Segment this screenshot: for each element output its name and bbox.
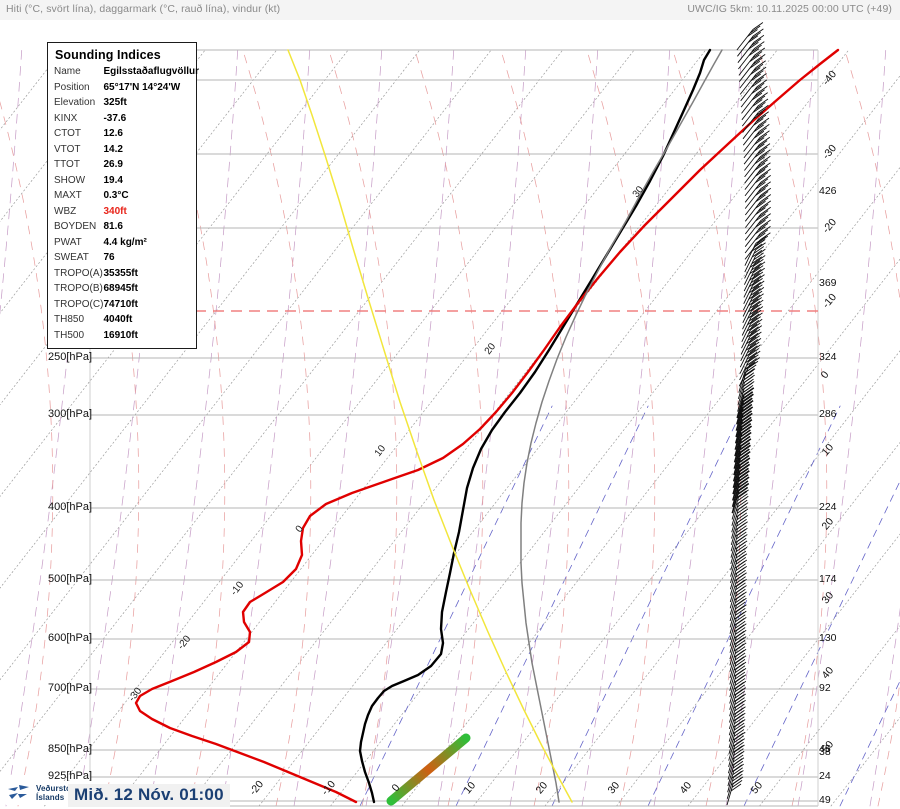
indices-value: 68945ft xyxy=(103,282,199,298)
indices-key: TH500 xyxy=(54,329,103,345)
indices-value: 14.2 xyxy=(103,143,199,159)
indices-value: 81.6 xyxy=(103,220,199,236)
indices-value: 16910ft xyxy=(103,329,199,345)
right-height-label: 324 xyxy=(819,351,837,363)
indices-key: TROPO(B) xyxy=(54,282,103,298)
right-height-label: 24 xyxy=(819,770,831,782)
indices-key: PWAT xyxy=(54,236,103,252)
indices-value: 74710ft xyxy=(103,298,199,314)
right-height-label: 174 xyxy=(819,573,837,585)
indices-key: TH850 xyxy=(54,313,103,329)
pressure-tick-label: 300[hPa] xyxy=(48,408,92,420)
pressure-tick-label: 250[hPa] xyxy=(48,351,92,363)
indices-key: MAXT xyxy=(54,189,103,205)
logo-line-2: Íslands xyxy=(36,793,64,802)
right-height-label: 92 xyxy=(819,682,831,694)
indices-key: TTOT xyxy=(54,158,103,174)
header-right-caption: UWC/IG 5km: 10.11.2025 00:00 UTC (+49) xyxy=(687,3,892,15)
indices-row: TROPO(B)68945ft xyxy=(54,282,199,298)
right-height-label: 286 xyxy=(819,408,837,420)
indices-key: SWEAT xyxy=(54,251,103,267)
pressure-tick-label: 500[hPa] xyxy=(48,573,92,585)
right-height-label: 38 xyxy=(819,746,831,758)
indices-value: 325ft xyxy=(103,96,199,112)
footer-area: Veðurstofa Íslands Mið. 12 Nóv. 01:00 xyxy=(0,778,250,808)
pressure-tick-label: 700[hPa] xyxy=(48,682,92,694)
indices-value: Egilsstaðaflugvöllur xyxy=(103,65,199,81)
indices-value: 26.9 xyxy=(103,158,199,174)
indices-value: 4.4 kg/m² xyxy=(103,236,199,252)
header-bar: Hiti (°C, svört lína), daggarmark (°C, r… xyxy=(0,0,900,21)
sounding-indices-title: Sounding Indices xyxy=(55,48,191,62)
indices-row: TROPO(C)74710ft xyxy=(54,298,199,314)
indices-value: 12.6 xyxy=(103,127,199,143)
indices-value: 0.3°C xyxy=(103,189,199,205)
indices-key: Elevation xyxy=(54,96,103,112)
indices-value: 65°17'N 14°24'W xyxy=(103,81,199,97)
right-height-label: 426 xyxy=(819,185,837,197)
indices-key: WBZ xyxy=(54,205,103,221)
indices-key: Position xyxy=(54,81,103,97)
indices-key: TROPO(A) xyxy=(54,267,103,283)
indices-key: SHOW xyxy=(54,174,103,190)
indices-key: BOYDEN xyxy=(54,220,103,236)
indices-key: TROPO(C) xyxy=(54,298,103,314)
indices-row: KINX-37.6 xyxy=(54,112,199,128)
indices-value: 19.4 xyxy=(103,174,199,190)
right-height-label: 130 xyxy=(819,632,837,644)
indices-value: 4040ft xyxy=(103,313,199,329)
indices-key: VTOT xyxy=(54,143,103,159)
indices-value: 76 xyxy=(103,251,199,267)
logo-mark-icon xyxy=(6,782,32,804)
indices-key: KINX xyxy=(54,112,103,128)
header-left-caption: Hiti (°C, svört lína), daggarmark (°C, r… xyxy=(6,3,280,15)
indices-value: -37.6 xyxy=(103,112,199,128)
pressure-tick-label: 600[hPa] xyxy=(48,632,92,644)
indices-value: 340ft xyxy=(103,205,199,221)
indices-key: Name xyxy=(54,65,103,81)
indices-key: CTOT xyxy=(54,127,103,143)
pressure-tick-label: 400[hPa] xyxy=(48,501,92,513)
indices-row: TROPO(A)35355ft xyxy=(54,267,199,283)
right-height-label: 224 xyxy=(819,501,837,513)
valid-time-stamp: Mið. 12 Nóv. 01:00 xyxy=(68,784,230,807)
right-height-label: 49 xyxy=(819,794,831,806)
right-height-label: 369 xyxy=(819,277,837,289)
pressure-tick-label: 850[hPa] xyxy=(48,743,92,755)
indices-value: 35355ft xyxy=(103,267,199,283)
